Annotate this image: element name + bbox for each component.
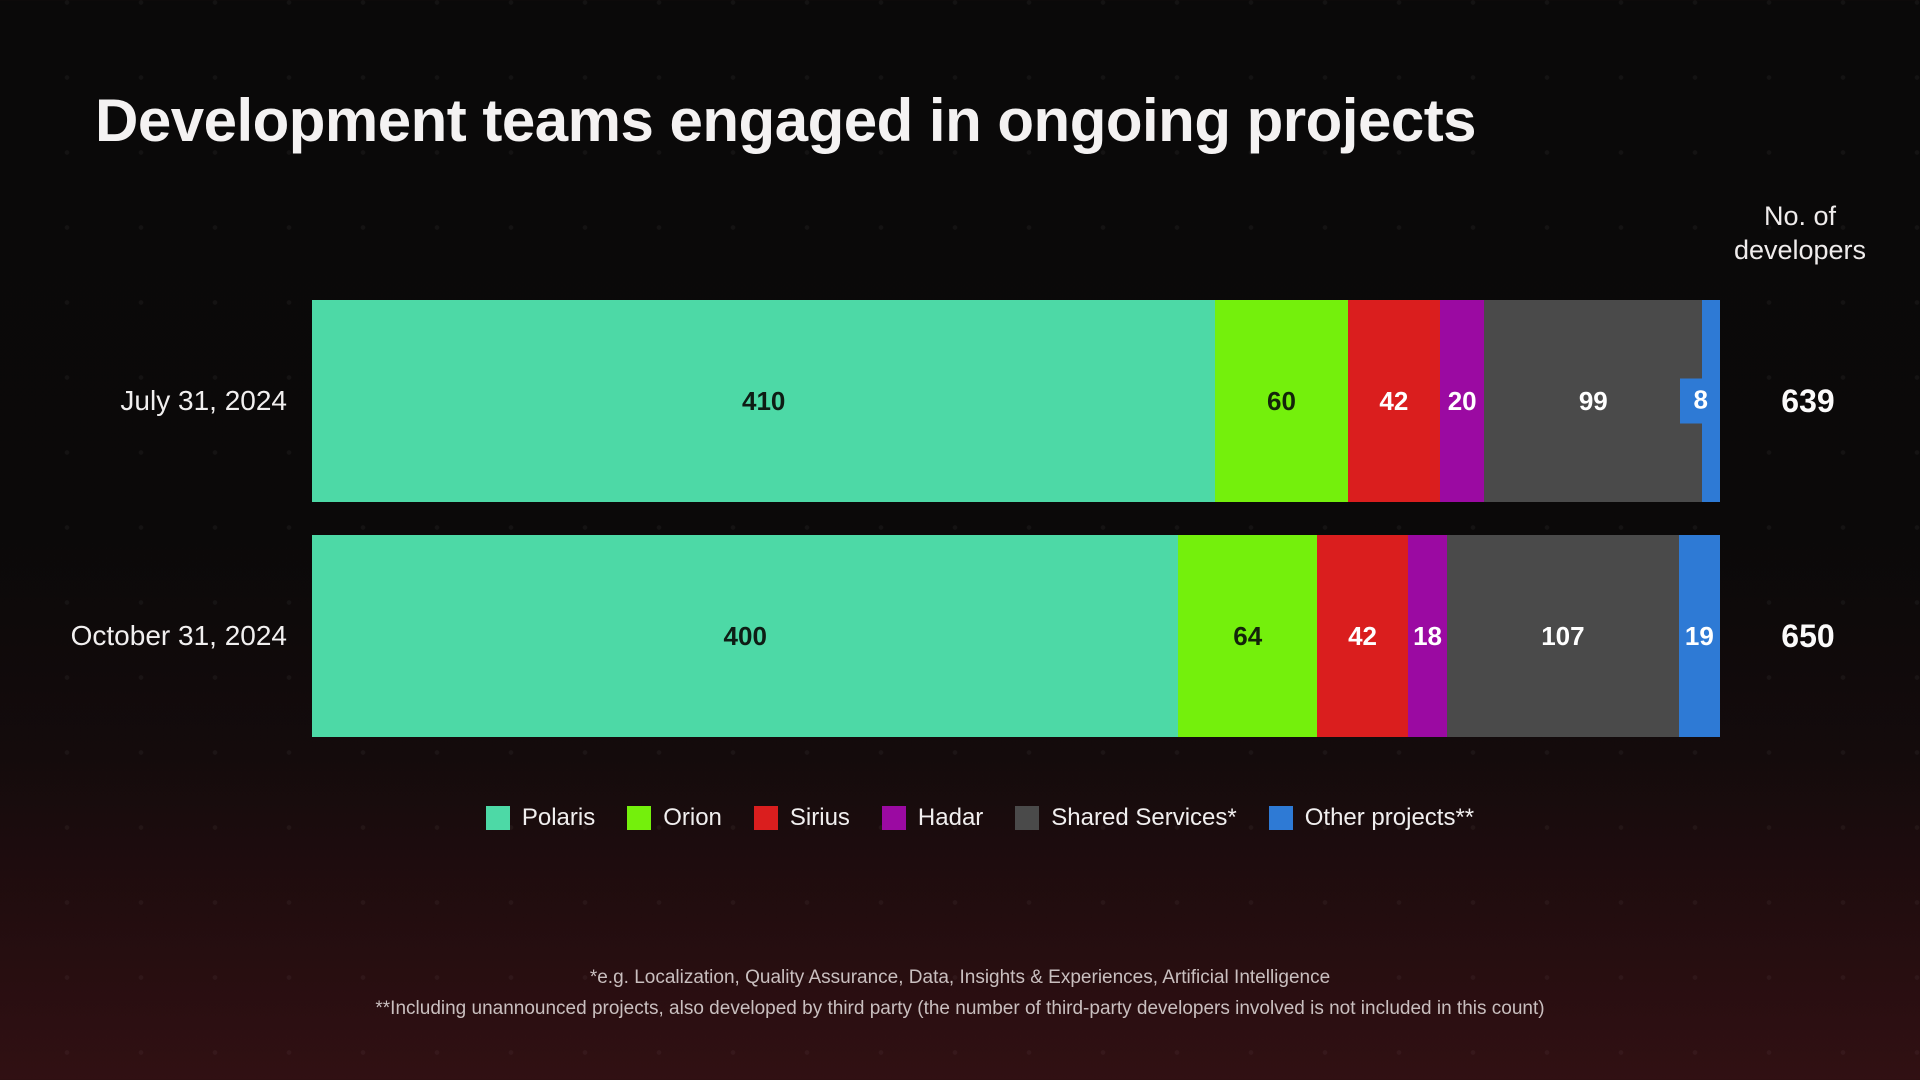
- legend-swatch-icon: [881, 806, 906, 830]
- legend-label: Polaris: [521, 804, 596, 831]
- legend-item: Other projects**: [1268, 804, 1475, 832]
- footnote-1: *e.g. Localization, Quality Assurance, D…: [589, 967, 1331, 988]
- legend-swatch-icon: [753, 806, 778, 830]
- bar-segment: 8: [1679, 300, 1720, 502]
- row-total: 639: [1781, 382, 1835, 419]
- bar-segment: 400: [312, 535, 1179, 737]
- stacked-bar: 410 60 42 20 99 8: [312, 300, 1720, 502]
- bar-segment: 410: [312, 300, 1216, 502]
- bar-row: October 31, 2024 400 64 42 18 107 19 650: [0, 535, 1920, 737]
- legend-item: Polaris: [485, 804, 596, 832]
- bar-segment: 42: [1347, 300, 1441, 502]
- legend: Polaris Orion Sirius Hadar Shared Services* O…: [20, 804, 1920, 832]
- value-axis-label-line1: No. of: [1763, 201, 1837, 231]
- segment-value: 400: [723, 620, 767, 651]
- footnotes: *e.g. Localization, Quality Assurance, D…: [0, 964, 1920, 1025]
- legend-label: Sirius: [789, 804, 850, 831]
- legend-item: Hadar: [881, 804, 984, 832]
- legend-label: Hadar: [917, 804, 984, 831]
- segment-value: 19: [1684, 620, 1714, 651]
- legend-swatch-icon: [1015, 806, 1040, 830]
- value-axis-label-line2: developers: [1733, 234, 1867, 265]
- segment-value: 8: [1679, 378, 1719, 424]
- legend-label: Other projects**: [1304, 804, 1475, 831]
- legend-swatch-icon: [485, 806, 510, 830]
- bar-segment: 19: [1678, 535, 1720, 737]
- value-axis-label: No. of developers: [1690, 200, 1910, 268]
- segment-value: 64: [1233, 620, 1263, 651]
- bar-segment: 107: [1447, 535, 1679, 737]
- legend-swatch-icon: [627, 806, 652, 830]
- legend-swatch-icon: [1268, 806, 1293, 830]
- segment-value: 20: [1447, 385, 1477, 416]
- segment-value: 410: [742, 385, 786, 416]
- page-title: Development teams engaged in ongoing pro…: [95, 87, 1477, 154]
- bar-segment: 18: [1408, 535, 1448, 737]
- segment-value: 42: [1379, 385, 1409, 416]
- legend-item: Sirius: [753, 804, 850, 832]
- legend-label: Shared Services*: [1051, 804, 1237, 831]
- segment-value: 107: [1541, 620, 1585, 651]
- bar-segment: 99: [1484, 300, 1703, 502]
- stacked-bar: 400 64 42 18 107 19: [312, 535, 1720, 737]
- segment-value: 42: [1348, 620, 1378, 651]
- segment-value: 18: [1413, 620, 1442, 651]
- bar-row: July 31, 2024 410 60 42 20 99 8 639: [0, 300, 1920, 502]
- legend-item: Orion: [627, 804, 722, 832]
- segment-value: 99: [1578, 385, 1608, 416]
- bar-segment: 64: [1178, 535, 1318, 737]
- footnote-2: **Including unannounced projects, also d…: [375, 997, 1545, 1019]
- bar-segment: 42: [1317, 535, 1409, 737]
- category-label: July 31, 2024: [120, 385, 287, 416]
- segment-value: 60: [1267, 385, 1296, 416]
- bar-segment: 20: [1440, 300, 1485, 502]
- category-label: October 31, 2024: [70, 620, 287, 651]
- row-total: 650: [1781, 617, 1835, 654]
- stacked-bar-chart: July 31, 2024 410 60 42 20 99 8 639 October 31, …: [0, 300, 1920, 770]
- legend-label: Orion: [663, 804, 722, 831]
- legend-item: Shared Services*: [1015, 804, 1237, 832]
- bar-segment: 60: [1215, 300, 1348, 502]
